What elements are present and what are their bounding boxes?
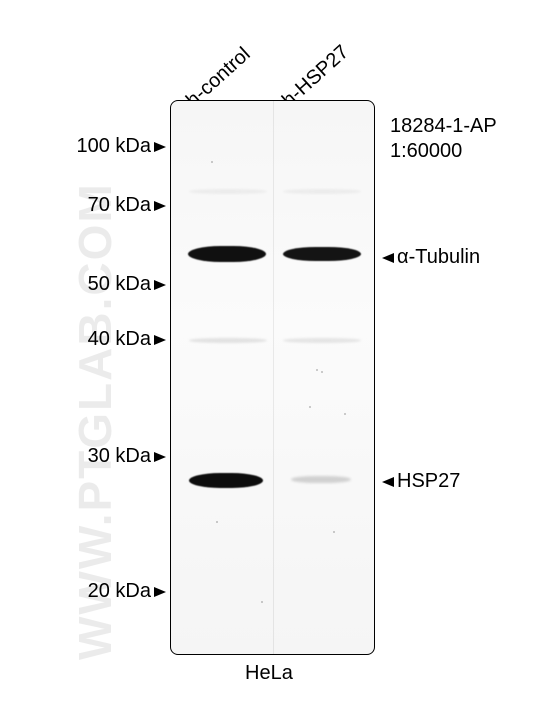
arrow-right-icon: [151, 580, 166, 603]
mw-marker-20: 20 kDa: [56, 580, 166, 603]
band-label-hsp27: HSP27: [382, 470, 460, 493]
faint-band: [283, 338, 361, 343]
arrow-left-icon: [382, 246, 397, 269]
antibody-dilution: 1:60000: [390, 140, 462, 163]
faint-band: [189, 189, 267, 194]
mw-marker-100: 100 kDa: [56, 135, 166, 158]
speck: [211, 161, 213, 163]
speck: [261, 601, 263, 603]
band-label-text: HSP27: [397, 470, 460, 492]
antibody-catalog: 18284-1-AP: [390, 115, 497, 138]
mw-marker-40: 40 kDa: [56, 328, 166, 351]
mw-text: 70 kDa: [88, 194, 151, 216]
cell-line-label: HeLa: [245, 662, 293, 685]
faint-band: [189, 338, 267, 343]
band-label-tubulin: α-Tubulin: [382, 246, 480, 269]
arrow-right-icon: [151, 194, 166, 217]
mw-marker-50: 50 kDa: [56, 273, 166, 296]
band-tubulin-lane1: [188, 246, 266, 262]
faint-band: [283, 189, 361, 194]
speck: [333, 531, 335, 533]
band-label-text: α-Tubulin: [397, 246, 480, 268]
speck: [216, 521, 218, 523]
arrow-left-icon: [382, 470, 397, 493]
mw-text: 20 kDa: [88, 580, 151, 602]
arrow-right-icon: [151, 135, 166, 158]
blot-membrane: [170, 100, 375, 655]
band-tubulin-lane2: [283, 247, 361, 261]
mw-marker-30: 30 kDa: [56, 445, 166, 468]
mw-text: 30 kDa: [88, 445, 151, 467]
speck: [321, 371, 323, 373]
arrow-right-icon: [151, 273, 166, 296]
lane-divider: [273, 101, 274, 654]
mw-text: 40 kDa: [88, 328, 151, 350]
mw-text: 100 kDa: [77, 135, 152, 157]
figure-container: WWW.PTGLAB.COM sh-control sh-HSP27 100 k…: [0, 0, 560, 720]
speck: [309, 406, 311, 408]
band-hsp27-lane1: [189, 473, 263, 488]
speck: [316, 369, 318, 371]
mw-marker-70: 70 kDa: [56, 194, 166, 217]
arrow-right-icon: [151, 445, 166, 468]
speck: [344, 413, 346, 415]
arrow-right-icon: [151, 328, 166, 351]
mw-text: 50 kDa: [88, 273, 151, 295]
band-hsp27-lane2-residual: [291, 476, 351, 483]
